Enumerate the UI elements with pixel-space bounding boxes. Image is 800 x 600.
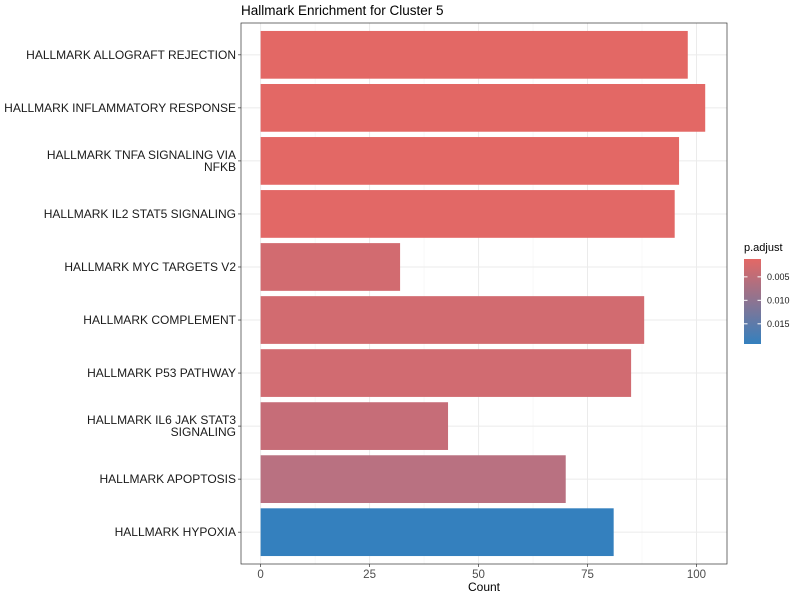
bar (260, 243, 401, 291)
y-tick-label: HALLMARK INFLAMMATORY RESPONSE (4, 101, 236, 115)
bar (260, 83, 706, 132)
y-tick-label: HALLMARK P53 PATHWAY (87, 366, 236, 380)
legend-tick-label: 0.005 (767, 272, 790, 282)
y-axis-labels: HALLMARK ALLOGRAFT REJECTION HALLMARK INF… (4, 48, 241, 539)
legend-tick-label: 0.010 (767, 295, 790, 305)
y-tick-label: SIGNALING (171, 425, 236, 439)
y-tick-label: HALLMARK TNFA SIGNALING VIA (47, 148, 236, 162)
bar (260, 190, 675, 238)
bar (260, 402, 449, 450)
y-tick-label: HALLMARK MYC TARGETS V2 (64, 260, 236, 274)
plot-panel (240, 22, 728, 565)
legend-title: p.adjust (744, 242, 783, 254)
colorbar-legend: p.adjust 0.005 0.010 0.015 (744, 242, 790, 344)
legend-colorbar (744, 259, 761, 344)
x-tick-label: 0 (257, 569, 263, 581)
y-tick-label: HALLMARK IL2 STAT5 SIGNALING (44, 207, 236, 221)
x-tick-label: 75 (581, 569, 594, 581)
x-tick-label: 25 (363, 569, 376, 581)
y-tick-label: NFKB (204, 160, 236, 174)
panel-border (240, 22, 728, 565)
y-tick-label: HALLMARK ALLOGRAFT REJECTION (26, 48, 236, 62)
y-tick-label: HALLMARK APOPTOSIS (100, 472, 237, 486)
x-tick-label: 100 (687, 569, 706, 581)
y-tick-label: HALLMARK IL6 JAK STAT3 (87, 413, 236, 427)
bar (260, 349, 632, 397)
x-tick-label: 50 (472, 569, 485, 581)
bar (260, 137, 680, 185)
bar (260, 508, 614, 557)
y-tick-label: HALLMARK HYPOXIA (115, 525, 236, 539)
bar (260, 455, 566, 504)
chart-title: Hallmark Enrichment for Cluster 5 (241, 3, 444, 18)
x-axis-title: Count (468, 580, 501, 594)
x-axis: 0 25 50 75 100 (257, 564, 706, 581)
legend-tick-label: 0.015 (767, 319, 790, 329)
bar (260, 296, 645, 344)
bars (260, 30, 706, 557)
y-tick-label: HALLMARK COMPLEMENT (83, 313, 236, 327)
bar (260, 30, 688, 79)
legend-ticks: 0.005 0.010 0.015 (744, 272, 790, 329)
